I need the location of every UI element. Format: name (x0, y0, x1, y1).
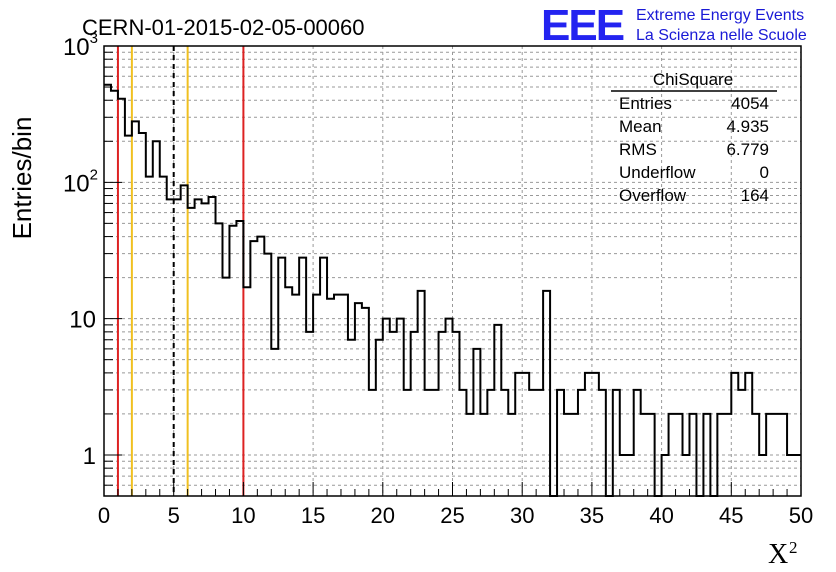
logo-line-2: La Scienza nelle Scuole (636, 27, 807, 44)
x-tick-label: 45 (719, 503, 743, 528)
histogram-bin (745, 373, 752, 496)
stats-label-overflow: Overflow (619, 186, 687, 205)
histogram-bin (376, 340, 383, 496)
histogram-bin (446, 319, 453, 496)
x-tick-label: 15 (301, 503, 325, 528)
histogram-bin (111, 91, 118, 496)
histogram-bin (125, 136, 132, 496)
histogram-bin (348, 340, 355, 496)
y-axis-title: Entries/bin (7, 117, 37, 240)
stats-value-entries: 4054 (731, 94, 769, 113)
x-tick-label: 20 (371, 503, 395, 528)
histogram-bin (543, 291, 550, 496)
stats-label-mean: Mean (619, 117, 662, 136)
axes: 0 5 10 15 20 25 30 35 40 45 50 1 10 102 103 (63, 30, 813, 528)
histogram-bin (432, 390, 439, 496)
histogram-bin (188, 208, 195, 496)
histogram-bin (515, 373, 522, 496)
histogram-bin (139, 133, 146, 496)
histogram-bin (250, 241, 257, 496)
y-tick-label: 103 (63, 30, 98, 61)
chart-title: CERN-01-2015-02-05-00060 (82, 15, 365, 40)
histogram-bin (585, 373, 592, 496)
stats-label-rms: RMS (619, 140, 657, 159)
x-tick-label: 35 (580, 503, 604, 528)
histogram-outline (104, 83, 801, 497)
histogram-bin (599, 390, 606, 496)
histogram-bin (473, 349, 480, 496)
histogram-bin (487, 390, 494, 496)
histogram-bin (459, 390, 466, 496)
histogram (104, 83, 801, 497)
histogram-bin (118, 99, 125, 496)
histogram-bin (229, 226, 236, 496)
histogram-bin (257, 237, 264, 496)
histogram-bin (320, 258, 327, 496)
histogram-bin (202, 203, 209, 496)
histogram-bin (195, 199, 202, 496)
x-tick-label: 50 (789, 503, 813, 528)
x-tick-label: 5 (168, 503, 180, 528)
x-axis-title: X (768, 539, 788, 570)
histogram-bin (578, 390, 585, 496)
histogram-bin (327, 299, 334, 496)
histogram-bin (369, 390, 376, 496)
histogram-bin (174, 199, 181, 496)
stats-value-mean: 4.935 (726, 117, 769, 136)
histogram-bin (278, 258, 285, 496)
histogram-bin (222, 278, 229, 496)
y-tick-label: 1 (83, 443, 96, 470)
eee-logo: EEE (541, 1, 624, 50)
stats-value-rms: 6.779 (726, 140, 769, 159)
histogram-bin (146, 177, 153, 496)
histogram-bin (132, 121, 139, 496)
histogram-bin (634, 390, 641, 496)
histogram-bin (160, 177, 167, 496)
histogram-bin (404, 390, 411, 496)
histogram-bin (181, 185, 188, 496)
histogram-bin (167, 199, 174, 496)
histogram-bin (536, 390, 543, 496)
histogram-bin (264, 254, 271, 496)
x-tick-label: 0 (98, 503, 110, 528)
stats-label-entries: Entries (619, 94, 672, 113)
histogram-bin (271, 349, 278, 496)
stats-value-underflow: 0 (760, 163, 769, 182)
y-tick-label: 102 (63, 166, 98, 197)
histogram-bin (383, 319, 390, 496)
logo-line-1: Extreme Energy Events (636, 7, 804, 24)
histogram-bin (494, 325, 501, 496)
x-axis-title-exponent: 2 (789, 538, 798, 557)
stats-label-underflow: Underflow (619, 163, 696, 182)
histogram-bin (299, 258, 306, 496)
histogram-bin (529, 390, 536, 496)
histogram-bin (738, 390, 745, 496)
histogram-bin (731, 373, 738, 496)
x-tick-label: 40 (649, 503, 673, 528)
histogram-bin (397, 319, 404, 496)
histogram-bin (613, 390, 620, 496)
x-tick-label: 25 (440, 503, 464, 528)
x-tick-label: 30 (510, 503, 534, 528)
histogram-bin (425, 390, 432, 496)
histogram-bin (522, 373, 529, 496)
histogram-bin (209, 197, 216, 496)
stats-box: ChiSquare Entries 4054 Mean 4.935 RMS 6.… (611, 70, 777, 205)
marker-lines (116, 46, 245, 496)
stats-value-overflow: 164 (741, 186, 769, 205)
histogram-bin (592, 373, 599, 496)
histogram-bin (501, 390, 508, 496)
histogram-bin (104, 85, 111, 496)
y-tick-label: 10 (69, 307, 96, 334)
histogram-bin (418, 291, 425, 496)
stats-box-title: ChiSquare (653, 70, 733, 89)
x-tick-label: 10 (231, 503, 255, 528)
histogram-bin (557, 390, 564, 496)
